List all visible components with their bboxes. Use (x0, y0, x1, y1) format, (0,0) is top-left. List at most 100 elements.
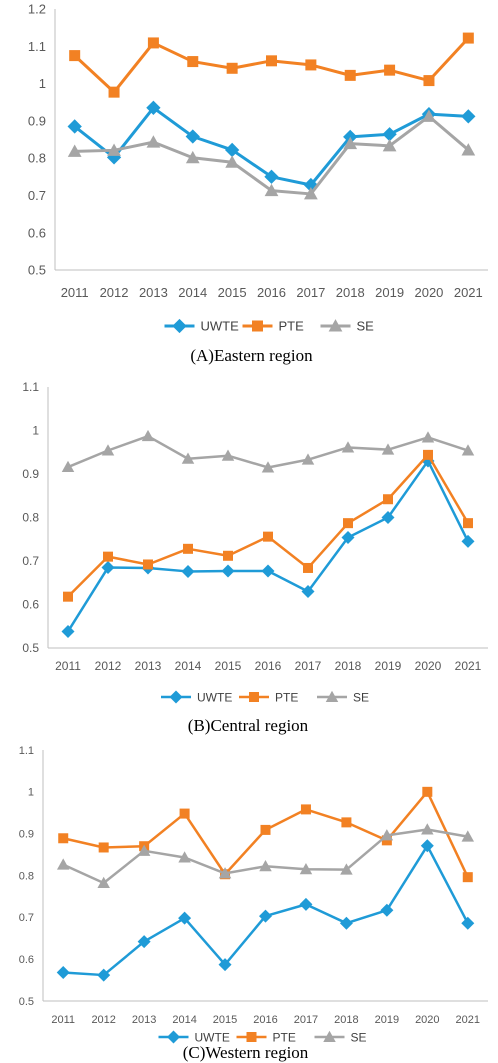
y-tick-label: 0.9 (28, 113, 46, 128)
data-point-pte (147, 37, 159, 49)
x-tick-label: 2014 (178, 285, 207, 300)
y-tick-label: 0.8 (22, 511, 39, 525)
data-point-pte (463, 518, 473, 529)
data-point-se (461, 143, 476, 156)
data-point-pte (423, 75, 435, 87)
x-tick-label: 2011 (55, 659, 81, 673)
data-point-uwte (339, 916, 353, 930)
y-tick-label: 0.9 (22, 467, 39, 481)
legend-marker-se (323, 1030, 336, 1042)
y-tick-label: 1.2 (28, 2, 46, 17)
legend: UWTE PTE SE (161, 690, 369, 704)
data-point-se (101, 444, 115, 456)
legend: UWTE PTE SE (164, 319, 374, 334)
y-tick-label: 1.1 (19, 745, 34, 757)
legend-marker-pte (252, 320, 263, 332)
data-point-uwte (461, 534, 475, 548)
legend-label: UWTE (201, 319, 240, 334)
data-point-se (97, 876, 110, 889)
data-point-uwte (181, 564, 195, 578)
data-point-se (340, 863, 353, 875)
x-tick-label: 2017 (294, 1014, 318, 1026)
data-point-uwte (461, 916, 475, 930)
x-tick-label: 2021 (455, 659, 482, 673)
data-point-se (141, 429, 155, 442)
series-line-se (62, 828, 468, 885)
legend-marker-se (328, 319, 343, 332)
data-point-pte (63, 591, 73, 602)
data-point-se (261, 461, 275, 473)
data-point-se (264, 183, 279, 197)
data-point-se (422, 109, 436, 122)
data-point-pte (384, 64, 396, 76)
x-tick-label: 2016 (255, 659, 282, 673)
data-point-se (178, 851, 191, 863)
data-point-se (381, 443, 395, 455)
x-tick-label: 2013 (139, 285, 168, 300)
x-tick-label: 2012 (95, 659, 122, 673)
legend-marker-uwte (169, 690, 183, 704)
data-point-se (421, 431, 435, 443)
data-point-uwte (381, 511, 395, 524)
x-tick-label: 2018 (336, 285, 365, 300)
panel-caption: (A)Eastern region (190, 346, 313, 365)
y-tick-label: 0.7 (28, 188, 46, 203)
series-se (67, 109, 476, 200)
data-point-se (303, 187, 318, 200)
x-tick-label: 2017 (296, 285, 325, 300)
data-point-pte (98, 842, 109, 853)
x-tick-label: 2015 (215, 659, 242, 673)
legend-item-pte: PTE (239, 690, 298, 704)
data-point-uwte (146, 100, 161, 115)
data-point-uwte (178, 911, 192, 925)
y-tick-label: 0.6 (19, 954, 34, 966)
series-uwte (56, 839, 475, 982)
data-point-pte (422, 786, 433, 797)
data-point-se (382, 138, 397, 152)
legend-label: SE (353, 690, 369, 704)
x-tick-label: 2017 (295, 659, 322, 673)
y-tick-label: 0.5 (28, 263, 46, 278)
panel-caption: (B)Central region (188, 716, 309, 735)
data-point-pte (226, 62, 238, 74)
series-line-uwte (66, 459, 470, 633)
data-point-uwte (259, 909, 272, 923)
panel-caption: (C)Western region (183, 1043, 309, 1062)
data-point-se (67, 144, 82, 157)
y-tick-label: 0.7 (19, 912, 34, 924)
x-tick-label: 2011 (61, 285, 89, 300)
data-point-pte (187, 56, 199, 68)
data-point-se (299, 862, 313, 875)
data-point-se (343, 136, 358, 150)
data-point-se (225, 155, 240, 168)
legend-marker-uwte (167, 1030, 180, 1044)
data-point-se (221, 449, 235, 461)
data-point-pte (305, 59, 317, 71)
data-point-uwte (97, 968, 111, 982)
data-point-se (380, 829, 394, 841)
data-point-pte (300, 804, 311, 815)
data-point-pte (303, 562, 313, 573)
data-point-pte (462, 32, 474, 44)
chart-panel-2: 0.5 0.6 0.7 0.8 0.9 1 1.1 2011 2012 2013 2014 2015 2… (22, 380, 488, 735)
legend-marker-se (325, 690, 339, 702)
x-tick-label: 2015 (218, 285, 247, 300)
legend-item-uwte: UWTE (161, 690, 232, 704)
x-tick-label: 2013 (132, 1014, 156, 1026)
chart-panel-3: 0.5 0.6 0.7 0.8 0.9 1 1.1 2011 2012 2013 2014 2015 2… (19, 745, 488, 1062)
data-point-se (137, 844, 151, 856)
x-tick-label: 2020 (414, 285, 443, 300)
data-point-uwte (101, 561, 115, 575)
y-tick-label: 0.8 (28, 151, 46, 166)
y-tick-label: 0.8 (19, 870, 34, 882)
x-tick-label: 2012 (91, 1014, 115, 1026)
data-point-uwte (218, 958, 232, 972)
x-tick-label: 2019 (375, 1014, 399, 1026)
data-point-pte (266, 55, 277, 67)
data-point-se (341, 441, 355, 453)
legend-label: PTE (279, 319, 305, 334)
chart-panel-1: 0.5 0.6 0.7 0.8 0.9 1 1.1 1.2 2011 2012 2013 2014 20… (28, 2, 488, 365)
y-tick-label: 0.6 (28, 225, 46, 240)
data-point-pte (179, 808, 190, 819)
